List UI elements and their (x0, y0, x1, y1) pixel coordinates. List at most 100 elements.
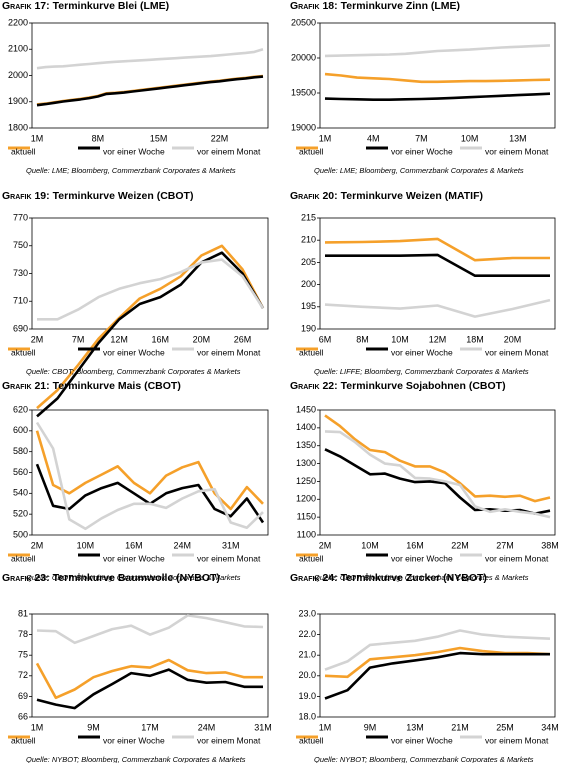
series-line (324, 72, 551, 84)
y-tick-label: 81 (18, 608, 28, 618)
chart-title: Terminkurve Zinn (LME) (341, 0, 460, 12)
y-tick-label: 19000 (291, 122, 316, 132)
series-line (324, 92, 551, 101)
source-note: Quelle: NYBOT; Bloomberg, Commerzbank Co… (26, 755, 246, 763)
series-line (324, 651, 550, 700)
x-tick-label: 2M (31, 540, 44, 550)
y-tick-label: 770 (13, 212, 28, 222)
x-tick-label: 10M (461, 133, 479, 143)
legend-label: vor einer Woche (103, 146, 165, 156)
y-tick-label: 1800 (8, 122, 28, 132)
chart-number: Grafik 18: (290, 0, 338, 12)
chart-title: Terminkurve Baumwolle (NYBOT) (53, 572, 220, 584)
x-tick-label: 21M (451, 722, 469, 732)
chart-number: Grafik 20: (290, 190, 338, 202)
y-tick-label: 20500 (291, 17, 316, 27)
legend-label: aktuell (299, 347, 324, 357)
source-note: Quelle: LIFFE; Bloomberg, Commerzbank Co… (314, 367, 529, 376)
x-tick-label: 18M (466, 334, 484, 344)
plot-frame (31, 613, 269, 718)
x-tick-label: 26M (234, 334, 252, 344)
x-tick-label: 16M (406, 540, 424, 550)
chart-number: Grafik 19: (2, 190, 50, 202)
plot-frame (319, 613, 556, 718)
plot-frame (31, 22, 269, 129)
series-line (324, 298, 551, 318)
x-tick-label: 10M (391, 334, 409, 344)
x-tick-label: 24M (174, 540, 192, 550)
y-tick-label: 200 (301, 279, 316, 289)
x-tick-label: 38M (541, 540, 559, 550)
chart-number: Grafik 22: (290, 380, 338, 392)
y-tick-label: 560 (13, 467, 28, 477)
x-tick-label: 8M (356, 334, 369, 344)
x-tick-label: 17M (141, 722, 159, 732)
series-line (324, 44, 551, 58)
chart-title: Terminkurve Blei (LME) (53, 0, 170, 12)
x-tick-label: 34M (541, 722, 559, 732)
legend-label: vor einem Monat (197, 347, 261, 357)
legend-label: aktuell (299, 735, 324, 745)
legend-label: vor einer Woche (391, 553, 453, 563)
x-tick-label: 22M (451, 540, 469, 550)
x-tick-label: 13M (509, 133, 527, 143)
legend-label: vor einer Woche (391, 347, 453, 357)
legend-label: aktuell (11, 347, 36, 357)
y-tick-label: 2200 (8, 17, 28, 27)
plot-frame (319, 217, 556, 330)
x-tick-label: 1M (319, 133, 332, 143)
y-tick-label: 69 (18, 691, 28, 701)
chart-title: Terminkurve Mais (CBOT) (53, 380, 181, 392)
y-tick-label: 1400 (296, 422, 316, 432)
chart-title: Terminkurve Sojabohnen (CBOT) (341, 380, 506, 392)
y-tick-label: 75 (18, 650, 28, 660)
y-tick-label: 580 (13, 446, 28, 456)
y-tick-label: 1350 (296, 440, 316, 450)
y-tick-label: 205 (301, 257, 316, 267)
source-note: Quelle: CBOT; Bloomberg, Commerzbank Cor… (26, 367, 241, 376)
plot-frame (319, 409, 556, 536)
y-tick-label: 215 (301, 212, 316, 222)
source-note: Quelle: CBOT; Bloomberg, Commerzbank Cor… (26, 573, 241, 582)
y-tick-label: 20000 (291, 52, 316, 62)
series-line (324, 629, 551, 671)
series-line (324, 430, 551, 519)
series-line (324, 414, 551, 503)
series-line (36, 668, 263, 710)
series-line (35, 421, 264, 531)
x-tick-label: 9M (87, 722, 100, 732)
x-tick-label: 16M (152, 334, 170, 344)
y-tick-label: 1150 (297, 512, 316, 522)
series-line (35, 658, 263, 700)
x-tick-label: 8M (92, 133, 105, 143)
legend-label: vor einem Monat (485, 146, 549, 156)
y-tick-label: 195 (301, 301, 316, 311)
x-tick-label: 12M (429, 334, 447, 344)
series-line (36, 48, 264, 70)
x-tick-label: 2M (319, 540, 332, 550)
y-tick-label: 78 (18, 629, 28, 639)
x-tick-label: 20M (193, 334, 211, 344)
legend-label: vor einer Woche (103, 553, 165, 563)
chart-number: Grafik 23: (2, 572, 50, 584)
series-line (37, 258, 265, 321)
y-tick-label: 22.0 (298, 629, 316, 639)
x-tick-label: 16M (125, 540, 143, 550)
series-line (36, 75, 264, 107)
x-tick-label: 2M (31, 334, 44, 344)
series-line (324, 448, 551, 515)
x-tick-label: 25M (496, 722, 514, 732)
series-line (325, 253, 550, 277)
series-line (35, 430, 264, 511)
y-tick-label: 210 (301, 235, 316, 245)
plot-frame (319, 22, 556, 129)
x-tick-label: 27M (496, 540, 514, 550)
chart-title: Terminkurve Zucker (NYBOT) (341, 572, 487, 584)
y-tick-label: 19.0 (298, 691, 316, 701)
y-tick-label: 620 (13, 404, 28, 414)
x-tick-label: 31M (254, 722, 272, 732)
legend-label: vor einem Monat (485, 347, 549, 357)
y-tick-label: 750 (13, 240, 28, 250)
legend-label: vor einem Monat (485, 553, 549, 563)
